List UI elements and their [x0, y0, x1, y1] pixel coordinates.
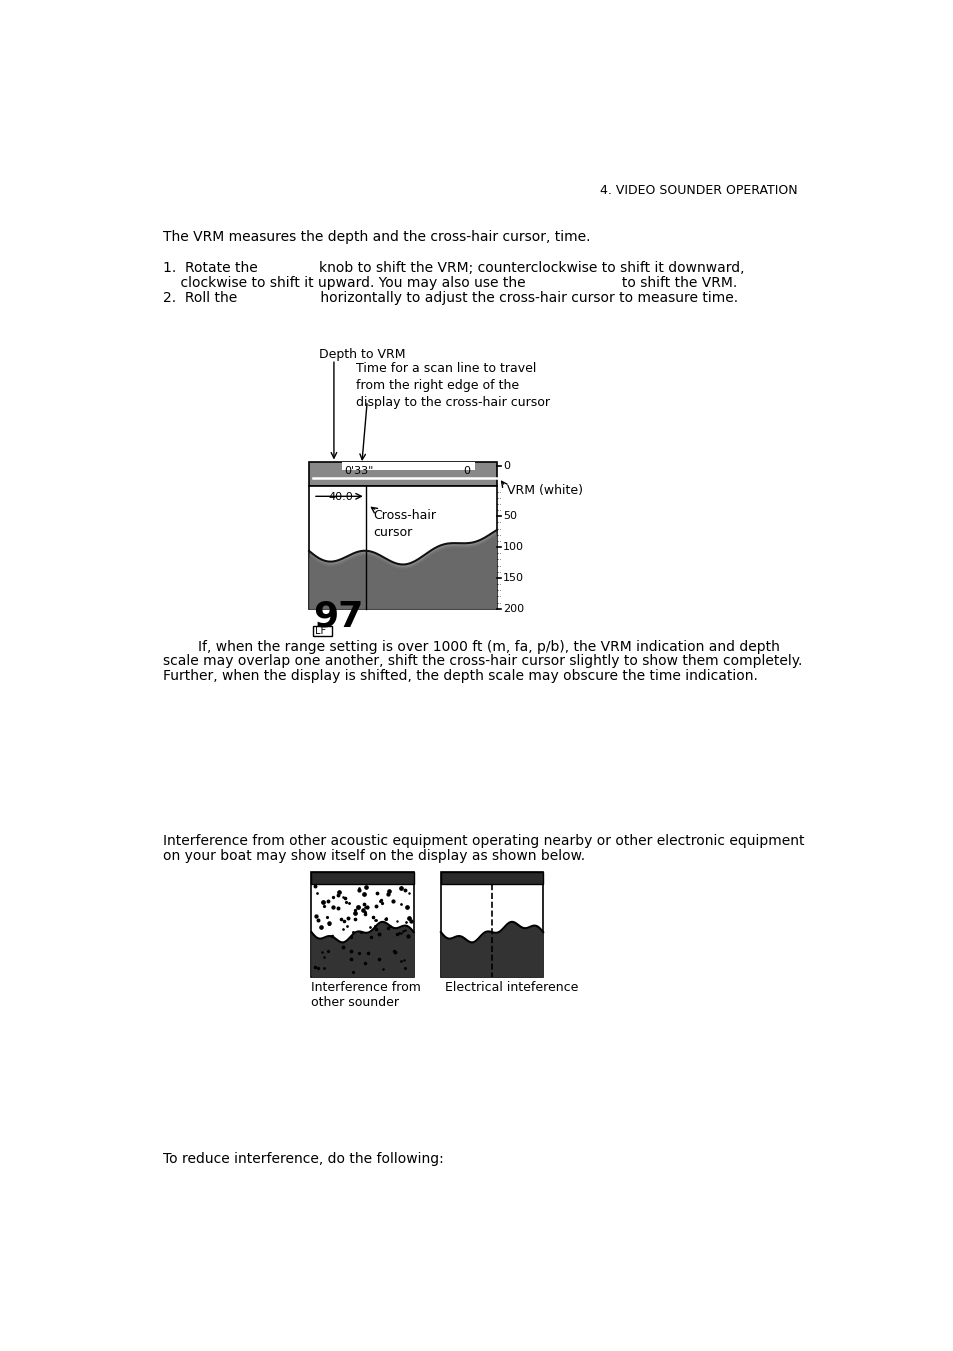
Text: on your boat may show itself on the display as shown below.: on your boat may show itself on the disp…	[163, 848, 585, 863]
Bar	[440, 871, 542, 977]
Bar	[440, 871, 542, 885]
Text: 40.0: 40.0	[328, 492, 353, 501]
Text: Electrical inteference: Electrical inteference	[444, 981, 578, 994]
Bar	[313, 626, 332, 636]
Bar	[311, 871, 414, 885]
Text: Time for a scan line to travel
from the right edge of the
display to the cross-h: Time for a scan line to travel from the …	[355, 362, 549, 409]
Text: VRM (white): VRM (white)	[506, 484, 582, 497]
Text: 0: 0	[502, 461, 509, 471]
Bar	[309, 462, 497, 485]
Text: scale may overlap one another, shift the cross-hair cursor slightly to show them: scale may overlap one another, shift the…	[163, 654, 802, 669]
Text: 0'33": 0'33"	[344, 466, 373, 477]
Text: 97: 97	[313, 600, 363, 634]
Text: 0: 0	[463, 466, 470, 477]
Text: 50: 50	[502, 511, 517, 521]
Text: 2.  Roll the                   horizontally to adjust the cross-hair cursor to m: 2. Roll the horizontally to adjust the c…	[163, 292, 738, 305]
Text: LF: LF	[315, 627, 326, 636]
Text: To reduce interference, do the following:: To reduce interference, do the following…	[163, 1151, 444, 1166]
Text: Further, when the display is shifted, the depth scale may obscure the time indic: Further, when the display is shifted, th…	[163, 669, 758, 682]
Text: Depth to VRM: Depth to VRM	[319, 349, 405, 362]
Text: 100: 100	[502, 542, 523, 553]
Text: Interference from
other sounder: Interference from other sounder	[311, 981, 421, 1009]
Text: 150: 150	[502, 573, 523, 582]
Bar	[309, 485, 497, 609]
Text: 200: 200	[502, 604, 523, 613]
Text: The VRM measures the depth and the cross-hair cursor, time.: The VRM measures the depth and the cross…	[163, 230, 590, 245]
Text: If, when the range setting is over 1000 ft (m, fa, p/b), the VRM indication and : If, when the range setting is over 1000 …	[163, 639, 780, 654]
Bar	[311, 871, 414, 977]
Text: Interference from other acoustic equipment operating nearby or other electronic : Interference from other acoustic equipme…	[163, 834, 804, 847]
Bar	[342, 462, 475, 470]
Text: 4. VIDEO SOUNDER OPERATION: 4. VIDEO SOUNDER OPERATION	[599, 184, 797, 197]
Text: Cross-hair
cursor: Cross-hair cursor	[373, 508, 436, 539]
Text: 1.  Rotate the              knob to shift the VRM; counterclockwise to shift it : 1. Rotate the knob to shift the VRM; cou…	[163, 261, 744, 274]
Text: clockwise to shift it upward. You may also use the                      to shift: clockwise to shift it upward. You may al…	[163, 276, 737, 290]
